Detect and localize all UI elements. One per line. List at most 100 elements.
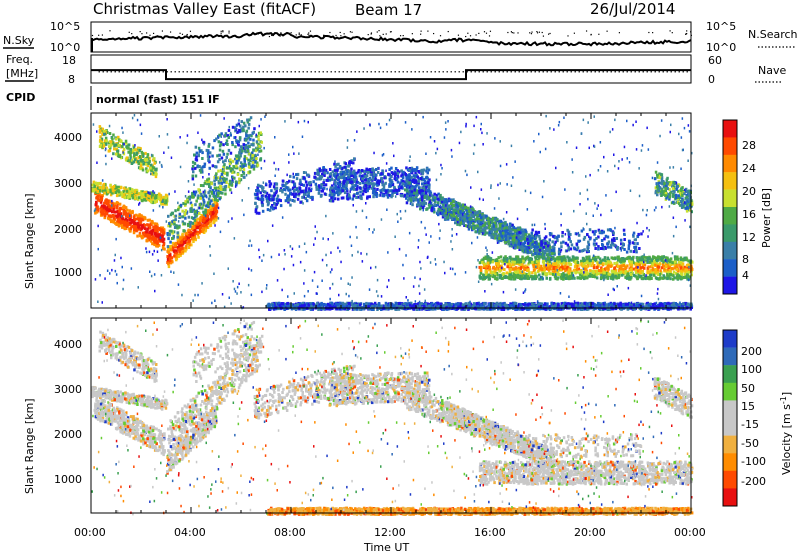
range-gate-cell <box>151 165 154 169</box>
range-gate-cell <box>110 206 113 209</box>
range-gate-cell <box>92 180 96 184</box>
range-gate-cell <box>592 264 596 267</box>
range-gate-cell <box>356 195 360 199</box>
range-gate-cell <box>154 225 157 228</box>
range-gate-cell <box>415 195 418 199</box>
range-gate-cell <box>338 184 342 188</box>
range-gate-cell <box>177 225 181 229</box>
range-gate-cell <box>555 260 558 264</box>
range-gate-cell <box>544 244 547 248</box>
range-gate-cell <box>600 266 603 270</box>
range-gate-cell <box>94 211 97 215</box>
range-gate-cell <box>613 267 616 271</box>
range-gate-cell <box>100 198 103 202</box>
range-gate-cell <box>334 171 338 175</box>
range-gate-cell <box>206 221 210 225</box>
range-gate-cell <box>125 208 129 212</box>
range-gate-cell <box>171 220 174 224</box>
range-gate-cell <box>270 194 273 198</box>
range-gate-cell <box>203 181 207 185</box>
range-gate-cell <box>248 162 251 166</box>
range-gate-cell <box>192 240 195 243</box>
range-gate-cell <box>335 163 339 167</box>
range-gate-cell <box>513 270 517 274</box>
range-gate-cell <box>274 206 277 210</box>
range-gate-cell <box>422 178 426 181</box>
range-gate-cell <box>174 209 177 213</box>
range-gate-cell <box>264 194 268 198</box>
range-gate-cell <box>408 176 411 180</box>
range-gate-cell <box>482 256 486 260</box>
range-gate-cell <box>390 166 393 170</box>
range-gate-cell <box>430 206 434 210</box>
power-heatmap <box>91 114 694 311</box>
range-gate-cell <box>146 235 149 239</box>
range-gate-cell <box>302 171 306 174</box>
range-gate-cell <box>247 134 250 138</box>
range-gate-cell <box>411 192 414 196</box>
range-gate-cell <box>424 184 428 187</box>
range-gate-cell <box>284 192 287 196</box>
range-gate-cell <box>665 258 669 262</box>
nsearch-point <box>322 35 325 37</box>
range-gate-cell <box>452 200 455 203</box>
range-gate-cell <box>336 167 339 171</box>
range-gate-cell <box>110 210 114 214</box>
nsearch-point <box>323 34 325 36</box>
range-gate-cell <box>238 138 242 142</box>
range-gate-cell <box>511 241 515 245</box>
nave-label: Nave <box>758 64 786 77</box>
range-gate-cell <box>148 223 151 227</box>
range-gate-cell <box>227 128 231 132</box>
nsearch-point <box>367 34 369 36</box>
range-gate-cell <box>214 186 218 190</box>
range-gate-cell <box>193 153 196 157</box>
range-gate-cell <box>130 158 134 162</box>
range-gate-cell <box>589 272 592 276</box>
range-gate-cell <box>319 169 322 173</box>
range-gate-cell <box>414 186 417 190</box>
range-gate-cell <box>94 190 97 194</box>
range-gate-cell <box>371 191 375 195</box>
range-gate-cell <box>215 137 218 141</box>
range-gate-cell <box>333 191 337 195</box>
range-gate-cell <box>447 204 451 208</box>
nsky-trace <box>90 31 692 47</box>
range-gate-cell <box>632 273 636 277</box>
range-gate-cell <box>464 224 468 228</box>
range-gate-cell <box>129 226 133 230</box>
range-gate-cell <box>532 240 535 244</box>
range-gate-cell <box>422 186 426 190</box>
range-gate-cell <box>557 262 560 266</box>
range-gate-cell <box>369 168 372 171</box>
range-gate-cell <box>208 189 212 193</box>
range-gate-cell <box>141 159 145 163</box>
range-gate-cell <box>413 191 416 195</box>
range-gate-cell <box>504 234 507 238</box>
range-gate-cell <box>501 227 504 231</box>
range-gate-cell <box>424 176 428 180</box>
range-gate-cell <box>422 168 426 172</box>
range-gate-cell <box>324 183 328 187</box>
range-gate-cell <box>567 261 571 265</box>
range-gate-cell <box>193 227 197 230</box>
range-gate-cell <box>337 162 340 166</box>
range-gate-cell <box>116 215 119 219</box>
range-gate-cell <box>614 268 618 272</box>
range-gate-cell <box>527 273 530 277</box>
range-gate-cell <box>394 167 398 170</box>
range-gate-cell <box>223 163 226 167</box>
range-gate-cell <box>98 192 101 196</box>
range-gate-cell <box>415 174 418 178</box>
range-gate-cell <box>328 193 332 197</box>
range-gate-cell <box>470 220 473 224</box>
range-gate-cell <box>255 134 258 138</box>
range-gate-cell <box>361 181 365 185</box>
range-gate-cell <box>340 170 344 174</box>
range-gate-cell <box>517 266 521 270</box>
range-gate-cell <box>114 191 118 194</box>
range-gate-cell <box>231 171 234 174</box>
range-gate-cell <box>206 151 210 155</box>
nsearch-point <box>690 34 692 37</box>
range-gate-cell <box>184 209 188 213</box>
